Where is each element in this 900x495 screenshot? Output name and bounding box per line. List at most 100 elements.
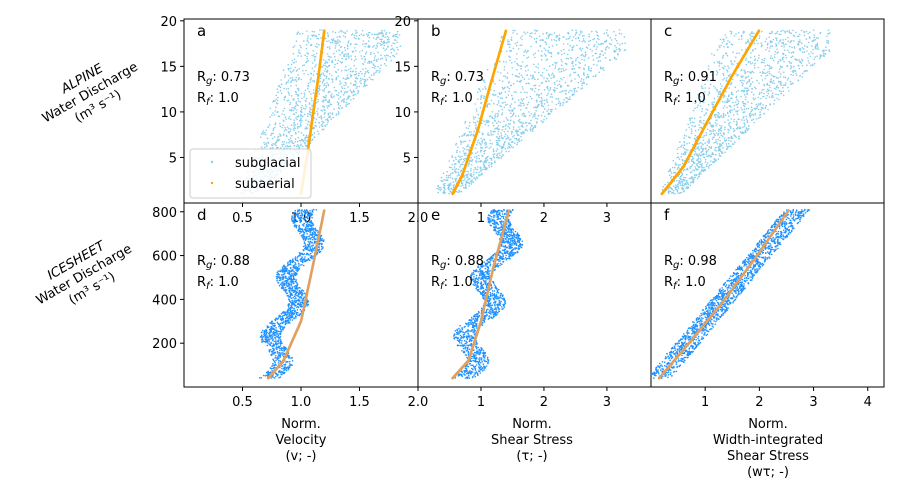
point-subglacial-c <box>733 130 735 133</box>
point-subglacial-b <box>505 96 508 99</box>
point-subglacial-b <box>539 100 541 103</box>
point-subglacial-a <box>283 87 285 90</box>
point-subglacial-a <box>270 132 273 135</box>
point-subglacial-c <box>770 90 772 92</box>
point-subglacial-b <box>526 129 529 132</box>
point-subglacial-c <box>800 29 803 32</box>
point-subglacial-b <box>514 115 517 117</box>
point-subglacial-a <box>307 87 309 90</box>
point-subglacial-a <box>355 32 357 35</box>
point-subglacial-c <box>710 155 712 157</box>
point-subglacial-b <box>484 146 487 149</box>
point-subglacial-c <box>811 45 813 47</box>
point-subglacial-b <box>508 139 511 141</box>
point-subglacial-b <box>446 176 448 179</box>
point-subglacial-c <box>750 110 752 113</box>
point-subglacial-a <box>383 44 386 47</box>
point-subglacial-a <box>341 87 344 90</box>
point-subglacial-a <box>350 34 353 36</box>
point-subglacial-a <box>278 84 280 87</box>
point-subglacial-c <box>685 148 687 151</box>
point-subglacial-a <box>335 76 338 79</box>
point-subglacial-a <box>339 41 341 43</box>
point-subglacial-a <box>385 33 387 36</box>
point-subglacial-b <box>489 157 491 160</box>
point-subglacial-b <box>516 33 518 35</box>
point-subglacial-b <box>552 74 555 76</box>
point-subglacial-c <box>801 76 804 78</box>
point-subglacial-b <box>551 108 553 111</box>
point-subglacial-a <box>266 137 269 140</box>
point-subglacial-a <box>292 109 295 112</box>
point-subglacial-c <box>706 109 709 111</box>
point-subglacial-c <box>771 94 774 97</box>
point-subglacial-c <box>725 139 728 141</box>
point-subglacial-b <box>473 121 475 124</box>
point-subglacial-b <box>517 115 520 117</box>
point-subglacial-b <box>501 35 503 38</box>
point-subglacial-b <box>555 43 558 46</box>
point-subglacial-b <box>500 145 502 148</box>
point-subglacial-a <box>303 40 305 42</box>
point-subglacial-b <box>578 66 580 69</box>
point-subglacial-c <box>813 34 816 36</box>
point-subglacial-a <box>344 87 346 90</box>
point-subglacial-b <box>519 104 521 106</box>
point-subglacial-b <box>497 96 499 98</box>
point-subglacial-b <box>599 53 602 55</box>
point-subglacial-a <box>323 88 326 90</box>
point-subglacial-b <box>496 103 499 106</box>
point-subglacial-a <box>295 145 298 147</box>
point-subglacial-c <box>720 144 722 146</box>
point-subglacial-b <box>623 49 626 51</box>
point-subglacial-b <box>519 65 521 67</box>
point-subglacial-b <box>471 160 473 163</box>
stat-rf-b: Rf: 1.0 <box>431 91 473 108</box>
point-subglacial-b <box>503 69 506 71</box>
point-subglacial-b <box>458 173 460 176</box>
point-subglacial-a <box>296 127 299 129</box>
point-subglacial-b <box>483 95 486 98</box>
point-subglacial-b <box>554 67 556 69</box>
point-subglacial-a <box>319 84 321 87</box>
point-subglacial-c <box>790 56 792 59</box>
point-subglacial-c <box>750 106 753 108</box>
point-subglacial-a <box>274 110 277 112</box>
point-subglacial-b <box>512 114 514 117</box>
point-subglacial-b <box>502 125 505 128</box>
point-subglacial-c <box>770 96 773 98</box>
point-subglacial-c <box>693 174 696 176</box>
point-subglacial-c <box>749 112 752 114</box>
y-tick-label-b: 15 <box>394 60 411 75</box>
point-subglacial-a <box>293 144 296 147</box>
point-subglacial-a <box>352 33 354 35</box>
point-subglacial-b <box>620 33 623 35</box>
point-subglacial-a <box>325 99 328 101</box>
point-subglacial-c <box>827 42 830 44</box>
point-subglacial-a <box>269 107 272 110</box>
point-subglacial-c <box>717 114 719 117</box>
point-subglacial-c <box>693 121 695 124</box>
point-subglacial-b <box>501 108 504 111</box>
point-subglacial-c <box>757 108 760 111</box>
point-subglacial-a <box>306 123 309 126</box>
point-subglacial-b <box>479 151 482 153</box>
point-subglacial-c <box>755 87 757 90</box>
point-subglacial-a <box>313 70 316 72</box>
point-subglacial-a <box>272 127 275 130</box>
point-subglacial-b <box>619 49 622 51</box>
point-subglacial-c <box>736 113 739 115</box>
point-subglacial-c <box>670 172 673 174</box>
point-subglacial-c <box>735 136 738 139</box>
point-subglacial-c <box>698 153 701 155</box>
point-subglacial-a <box>372 46 374 48</box>
point-subglacial-c <box>708 146 711 148</box>
point-subglacial-c <box>720 44 722 47</box>
point-subglacial-a <box>394 35 397 38</box>
point-subglacial-c <box>706 128 709 131</box>
point-subglacial-c <box>698 124 700 126</box>
point-subglacial-b <box>513 134 515 137</box>
point-subglacial-a <box>346 103 349 105</box>
point-subglacial-c <box>692 109 695 112</box>
point-subglacial-a <box>337 92 340 94</box>
